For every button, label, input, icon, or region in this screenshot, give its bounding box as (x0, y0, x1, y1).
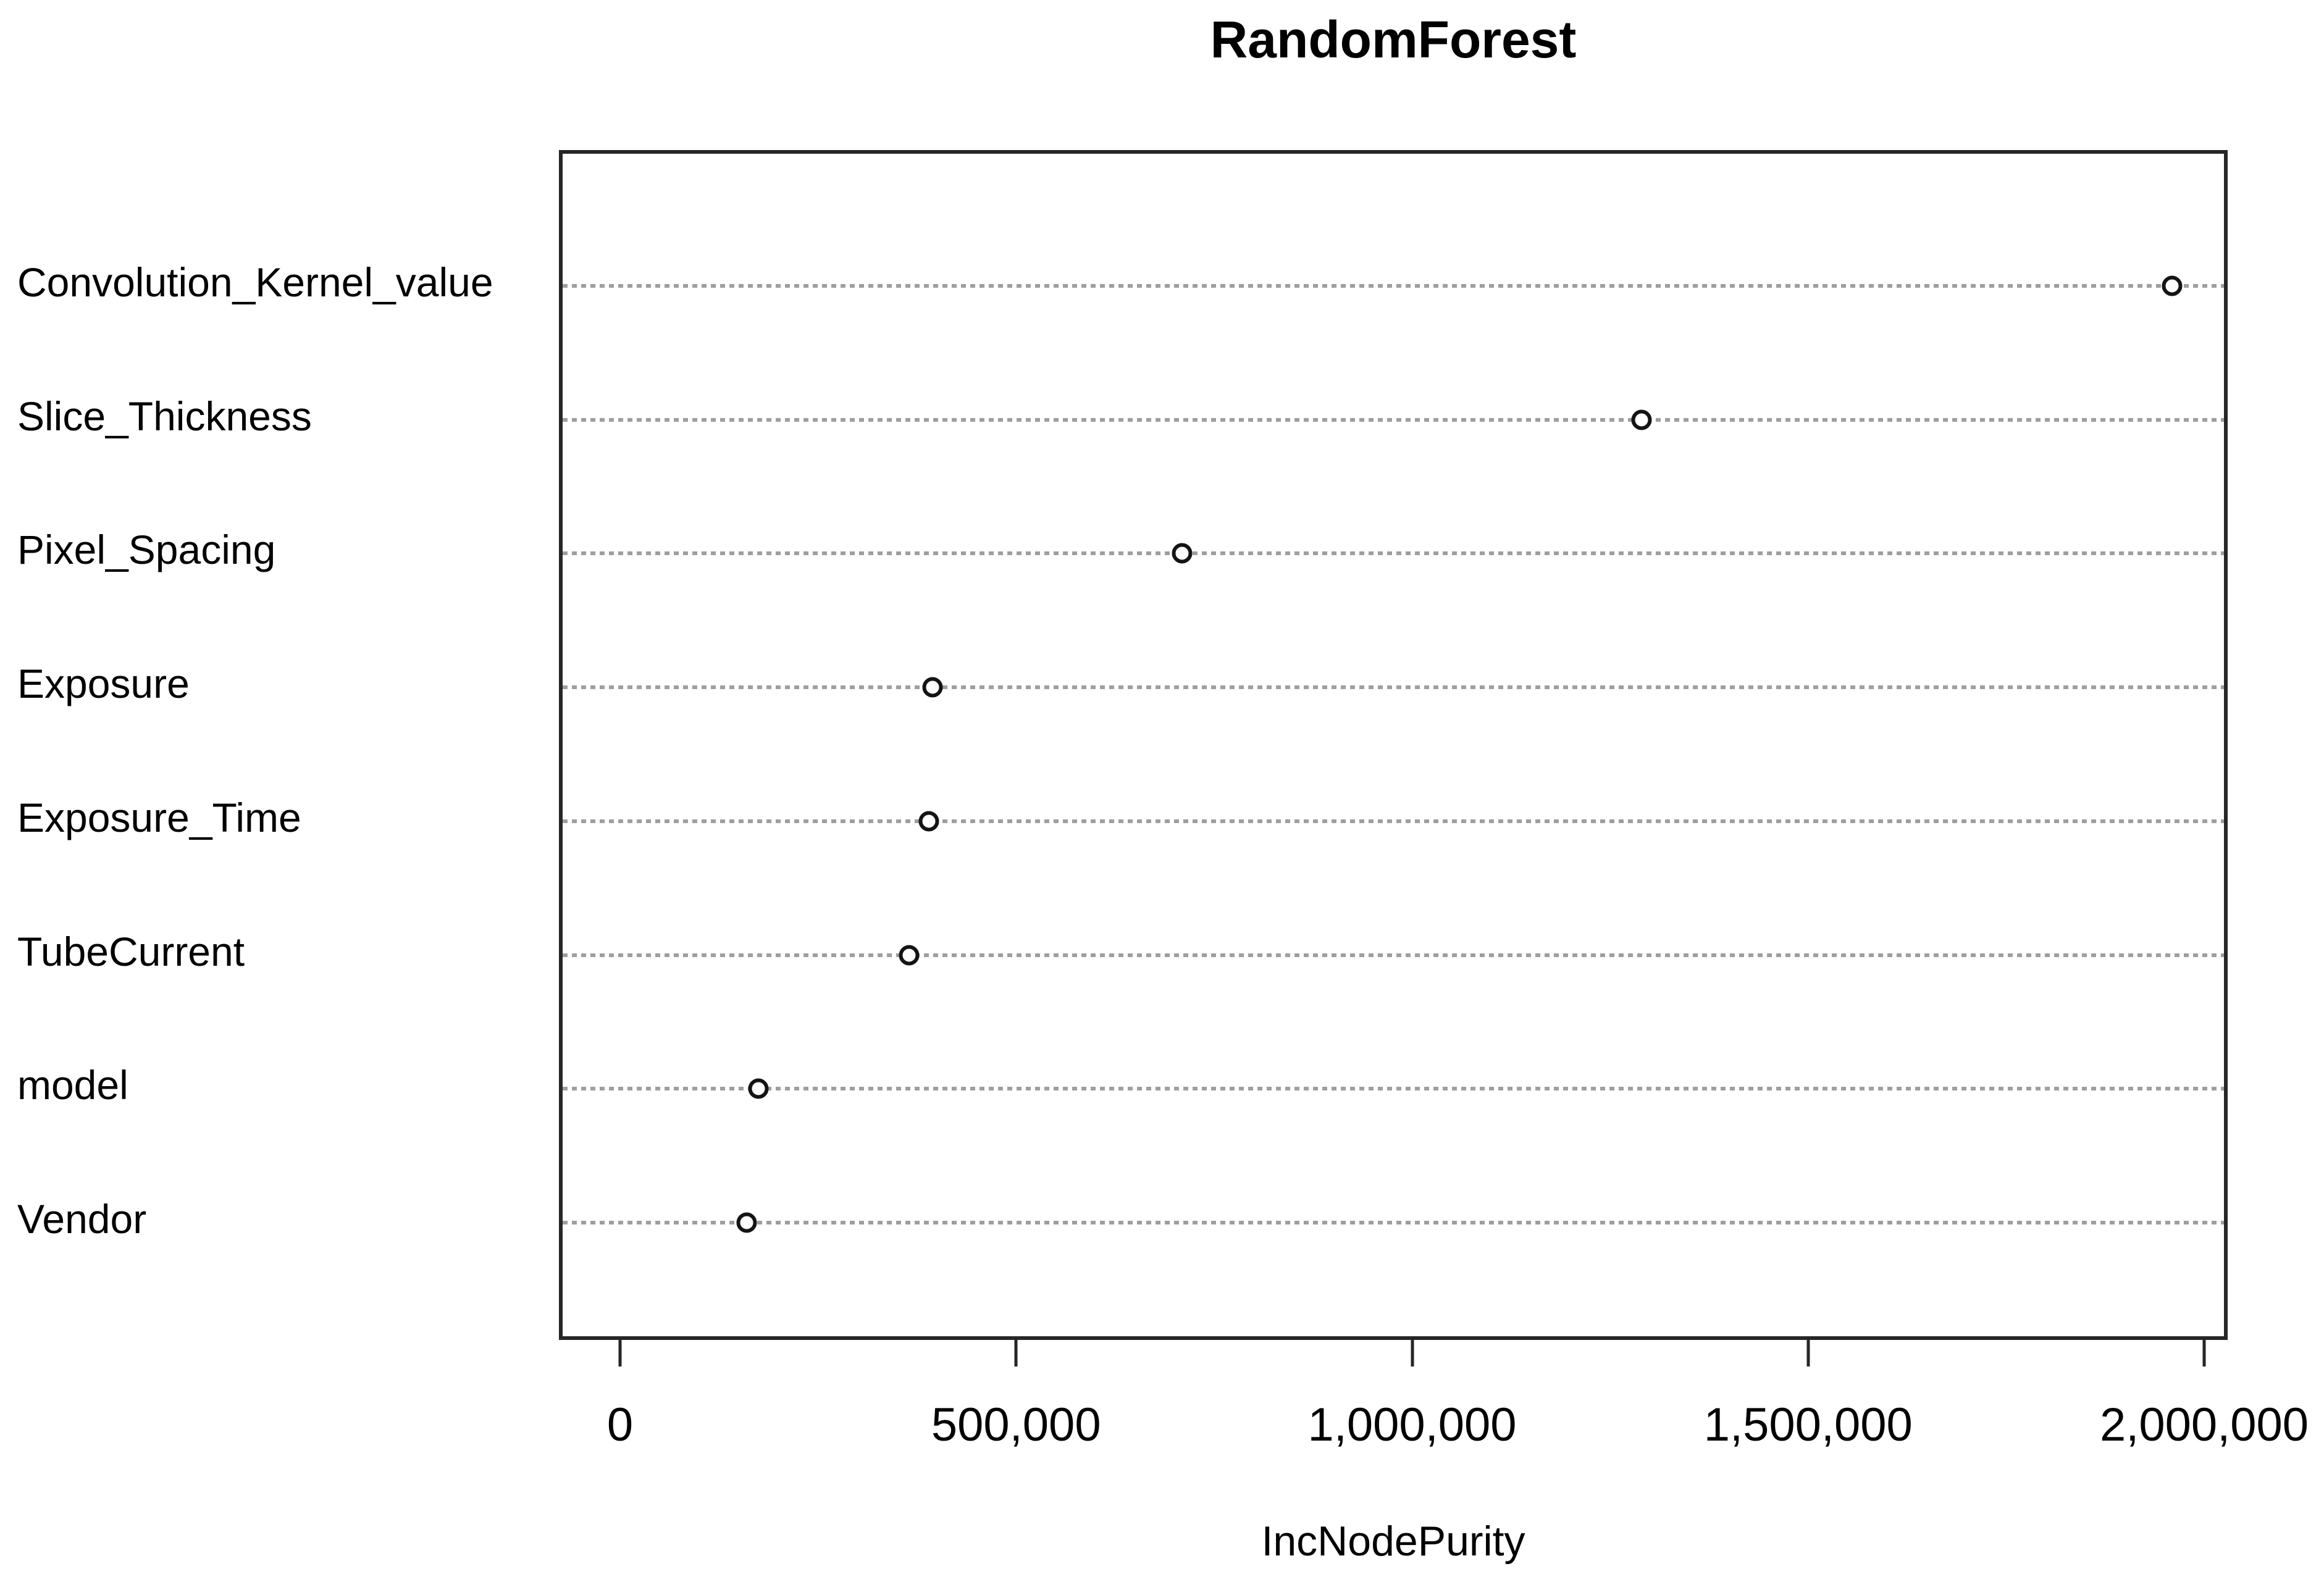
data-point-Convolution_Kernel_value (2162, 275, 2183, 296)
x-tick-label: 2,000,000 (2099, 1399, 2309, 1451)
chart-title: RandomForest (1210, 10, 1577, 69)
x-tick-mark (1806, 1340, 1810, 1366)
data-point-TubeCurrent (899, 945, 920, 965)
data-point-Vendor (736, 1212, 757, 1233)
x-tick-mark (1411, 1340, 1414, 1366)
y-axis-label: Pixel_Spacing (17, 527, 276, 573)
grid-line (563, 819, 2224, 823)
x-tick-label: 0 (606, 1399, 634, 1451)
y-axis-label: Exposure (17, 661, 190, 707)
y-axis-label: Convolution_Kernel_value (17, 259, 493, 305)
x-axis-title: IncNodePurity (1261, 1518, 1525, 1565)
x-tick-mark (1014, 1340, 1018, 1366)
grid-line (563, 1220, 2224, 1224)
x-tick-label: 1,500,000 (1703, 1399, 1913, 1451)
grid-line (563, 284, 2224, 288)
grid-line (563, 551, 2224, 556)
x-tick-mark (618, 1340, 622, 1366)
grid-line (563, 417, 2224, 422)
y-axis-label: Slice_Thickness (17, 393, 312, 439)
y-axis-label: Vendor (17, 1195, 147, 1242)
y-axis-label: TubeCurrent (17, 928, 245, 974)
plot-area (559, 150, 2228, 1340)
x-tick-label: 1,000,000 (1307, 1399, 1517, 1451)
x-tick-mark (2202, 1340, 2206, 1366)
grid-line (563, 953, 2224, 957)
grid-line (563, 685, 2224, 690)
data-point-Exposure_Time (918, 811, 939, 832)
data-point-Pixel_Spacing (1172, 543, 1193, 564)
data-point-Exposure (922, 677, 943, 698)
x-tick-label: 500,000 (931, 1399, 1101, 1451)
data-point-model (748, 1078, 769, 1099)
data-point-Slice_Thickness (1631, 409, 1652, 430)
y-axis-label: model (17, 1062, 128, 1108)
grid-line (563, 1087, 2224, 1091)
y-axis-label: Exposure_Time (17, 794, 301, 840)
